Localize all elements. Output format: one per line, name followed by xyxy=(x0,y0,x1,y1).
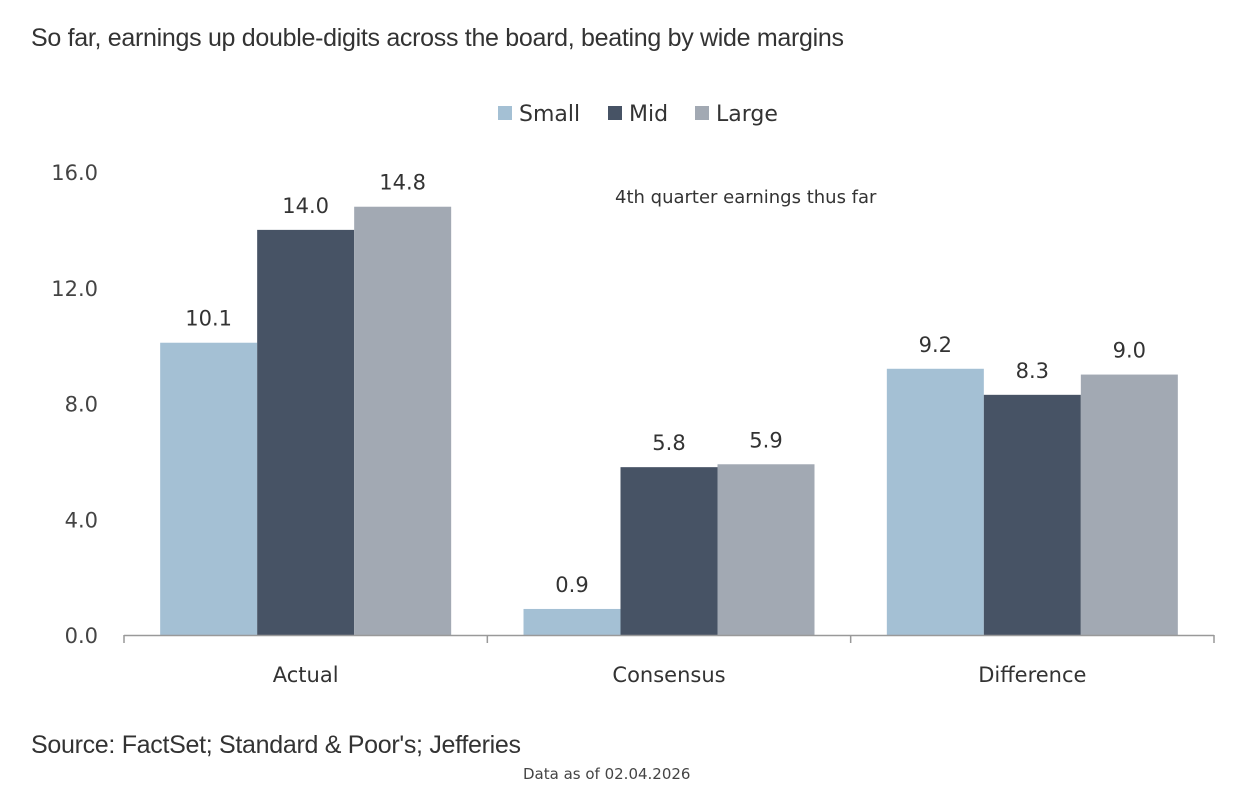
y-tick-label: 16.0 xyxy=(51,161,98,185)
data-label: 0.9 xyxy=(555,573,588,597)
bar-chart: Small Mid Large 4th quarter earnings thus … xyxy=(51,102,1215,687)
x-category-label: Difference xyxy=(978,663,1086,687)
y-tick-label: 4.0 xyxy=(65,508,98,532)
x-axis: Actual Consensus Difference xyxy=(123,634,1215,687)
data-label: 14.8 xyxy=(379,171,426,195)
data-label: 14.0 xyxy=(282,194,329,218)
y-tick-label: 0.0 xyxy=(65,624,98,648)
bar-large xyxy=(717,464,815,635)
legend-label: Mid xyxy=(629,102,668,127)
y-tick-label: 12.0 xyxy=(51,277,98,301)
data-label: 9.2 xyxy=(919,333,952,357)
chart-annotation: 4th quarter earnings thus far xyxy=(615,187,877,208)
data-as-of: Data as of 02.04.2026 xyxy=(523,765,691,783)
x-category-label: Consensus xyxy=(612,663,725,687)
legend-swatch-small xyxy=(498,106,512,120)
data-label: 5.9 xyxy=(749,428,782,452)
bars: 10.1 14.0 14.8 0.9 5.8 5.9 9.2 8.3 9.0 xyxy=(160,171,1178,635)
y-tick-label: 8.0 xyxy=(65,393,98,417)
bar-small xyxy=(160,342,258,635)
y-axis: 0.0 4.0 8.0 12.0 16.0 xyxy=(51,161,98,648)
legend-swatch-large xyxy=(695,106,709,120)
bar-large xyxy=(354,206,452,635)
legend-swatch-mid xyxy=(608,106,622,120)
data-label: 10.1 xyxy=(185,307,232,331)
bar-mid xyxy=(983,394,1081,635)
data-label: 5.8 xyxy=(652,431,685,455)
legend-label: Large xyxy=(716,102,778,127)
x-category-label: Actual xyxy=(273,663,339,687)
chart-title: So far, earnings up double-digits across… xyxy=(31,24,844,52)
data-label: 8.3 xyxy=(1016,359,1049,383)
bar-small xyxy=(523,608,621,635)
legend: Small Mid Large xyxy=(498,102,778,127)
legend-label: Small xyxy=(519,102,580,127)
bar-mid xyxy=(620,467,718,635)
bar-large xyxy=(1080,374,1178,635)
bar-small xyxy=(886,368,984,635)
data-label: 9.0 xyxy=(1113,339,1146,363)
bar-mid xyxy=(257,229,355,635)
source-note: Source: FactSet; Standard & Poor's; Jeff… xyxy=(31,731,521,759)
